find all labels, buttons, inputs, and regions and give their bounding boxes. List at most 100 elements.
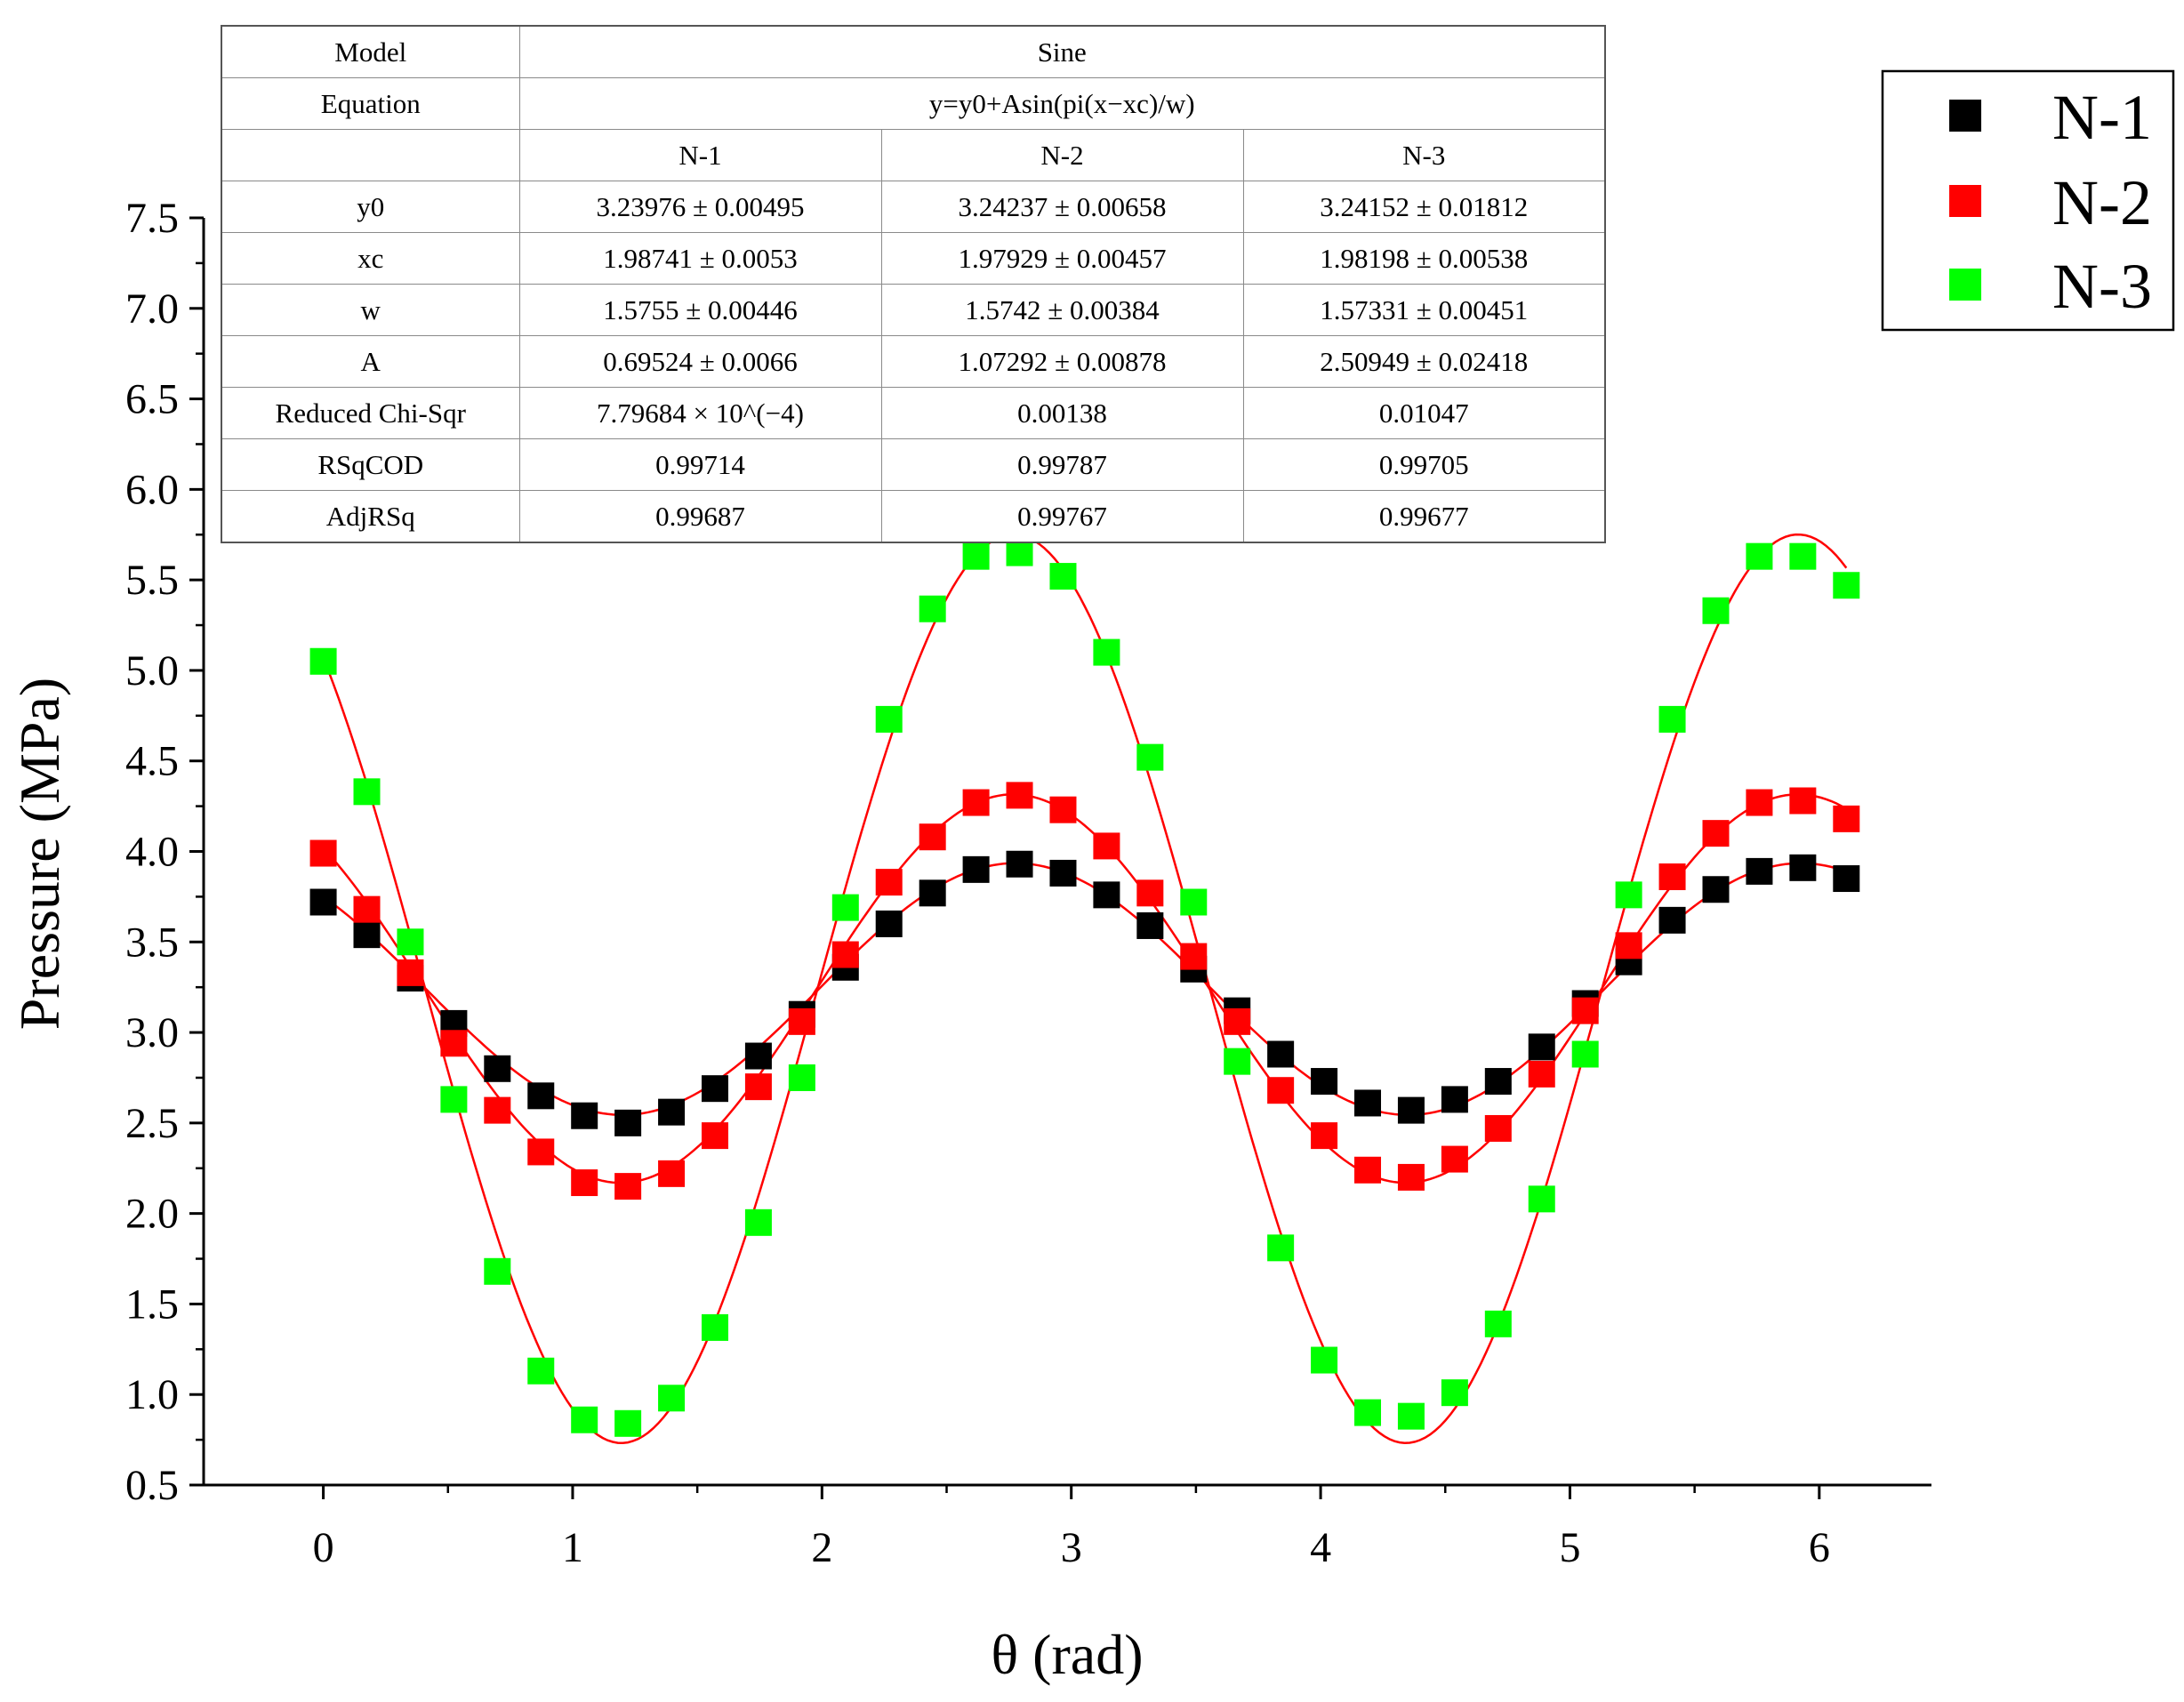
data-point-n-2 bbox=[1006, 782, 1033, 809]
fit-curves bbox=[322, 533, 1848, 1444]
table-cell: 3.23976 ± 0.00495 bbox=[518, 181, 882, 233]
data-point-n-2 bbox=[527, 1138, 555, 1166]
y-tick-label: 7.0 bbox=[125, 285, 179, 333]
data-point-n-3 bbox=[1006, 539, 1033, 566]
data-point-n-2 bbox=[1354, 1156, 1382, 1184]
data-point-n-2 bbox=[484, 1096, 511, 1124]
data-point-n-2 bbox=[353, 895, 381, 923]
fit-curve-n-3 bbox=[322, 533, 1848, 1444]
legend-label-n1: N-1 bbox=[2052, 82, 2152, 153]
data-point-n-1 bbox=[1528, 1033, 1555, 1061]
data-point-n-2 bbox=[1484, 1114, 1512, 1142]
table-row-label: Model bbox=[221, 25, 520, 78]
data-point-n-2 bbox=[1571, 997, 1599, 1024]
data-point-n-3 bbox=[1136, 743, 1164, 771]
table-row-label: y0 bbox=[221, 181, 520, 233]
data-point-n-1 bbox=[919, 879, 946, 907]
y-tick-label: 2.5 bbox=[125, 1100, 179, 1147]
y-tick-label: 6.5 bbox=[125, 376, 179, 423]
table-row-label: Reduced Chi-Sqr bbox=[221, 387, 520, 439]
data-point-n-1 bbox=[614, 1109, 642, 1136]
fit-curve-n-2 bbox=[322, 793, 1847, 1184]
data-point-n-3 bbox=[440, 1086, 468, 1113]
data-point-n-1 bbox=[701, 1075, 728, 1103]
table-cell: 1.07292 ± 0.00878 bbox=[880, 335, 1244, 388]
data-point-n-3 bbox=[1746, 542, 1773, 570]
data-point-n-3 bbox=[1484, 1310, 1512, 1337]
data-point-n-2 bbox=[919, 823, 946, 851]
table-cell: 1.98198 ± 0.00538 bbox=[1242, 232, 1606, 285]
data-point-n-2 bbox=[788, 1008, 815, 1035]
table-cell: N-2 bbox=[880, 129, 1244, 181]
data-point-n-2 bbox=[658, 1160, 686, 1187]
data-point-n-2 bbox=[1224, 1008, 1251, 1035]
y-tick-label: 1.0 bbox=[125, 1371, 179, 1418]
data-point-n-3 bbox=[1311, 1346, 1338, 1374]
x-tick-label: 5 bbox=[1559, 1524, 1580, 1571]
data-point-n-2 bbox=[1049, 796, 1077, 823]
data-point-n-1 bbox=[962, 855, 990, 883]
data-point-n-1 bbox=[1441, 1086, 1468, 1113]
data-point-n-3 bbox=[1658, 705, 1686, 733]
data-point-n-3 bbox=[1789, 542, 1817, 570]
data-point-n-3 bbox=[527, 1357, 555, 1385]
data-point-n-1 bbox=[1746, 857, 1773, 885]
data-point-n-2 bbox=[1615, 932, 1642, 959]
y-tick-label: 2.0 bbox=[125, 1191, 179, 1238]
table-cell: 1.57331 ± 0.00451 bbox=[1242, 284, 1606, 336]
data-point-n-1 bbox=[1136, 911, 1164, 939]
data-point-n-3 bbox=[309, 647, 337, 675]
table-span-cell: Sine bbox=[518, 25, 1606, 78]
legend-frame bbox=[1881, 69, 2175, 332]
data-point-n-1 bbox=[1702, 876, 1730, 903]
y-tick-label: 3.5 bbox=[125, 919, 179, 966]
data-point-n-2 bbox=[875, 869, 903, 896]
table-cell: 1.5755 ± 0.00446 bbox=[518, 284, 882, 336]
data-point-n-2 bbox=[309, 839, 337, 867]
table-row-label: w bbox=[221, 284, 520, 336]
table-cell: 0.99677 bbox=[1242, 490, 1606, 543]
table-cell: 0.99687 bbox=[518, 490, 882, 543]
data-point-n-3 bbox=[875, 705, 903, 733]
data-point-n-1 bbox=[1354, 1089, 1382, 1117]
table-row: N-1 N-2 N-3 bbox=[221, 129, 1606, 181]
data-point-n-3 bbox=[744, 1208, 772, 1236]
x-tick-label: 4 bbox=[1310, 1524, 1331, 1571]
table-cell: 0.69524 ± 0.0066 bbox=[518, 335, 882, 388]
data-point-n-1 bbox=[658, 1098, 686, 1126]
data-point-n-1 bbox=[484, 1055, 511, 1082]
data-point-n-1 bbox=[1789, 854, 1817, 881]
table-cell: 2.50949 ± 0.02418 bbox=[1242, 335, 1606, 388]
y-tick-label: 1.5 bbox=[125, 1281, 179, 1328]
table-cell: 1.5742 ± 0.00384 bbox=[880, 284, 1244, 336]
table-cell: 1.98741 ± 0.0053 bbox=[518, 232, 882, 285]
data-point-n-3 bbox=[701, 1313, 728, 1341]
table-row: AdjRSq 0.99687 0.99767 0.99677 bbox=[221, 490, 1606, 543]
table-cell: 0.99767 bbox=[880, 490, 1244, 543]
data-point-n-1 bbox=[1397, 1096, 1425, 1124]
table-cell: 0.99714 bbox=[518, 438, 882, 491]
data-point-n-1 bbox=[875, 910, 903, 937]
data-point-n-3 bbox=[614, 1409, 642, 1437]
x-tick-label: 6 bbox=[1809, 1524, 1830, 1571]
y-tick-label: 4.0 bbox=[125, 829, 179, 876]
data-point-n-3 bbox=[658, 1385, 686, 1412]
table-cell: 3.24152 ± 0.01812 bbox=[1242, 181, 1606, 233]
table-span-cell: y=y0+Asin(pi(x−xc)/w) bbox=[518, 77, 1606, 130]
data-point-n-1 bbox=[1093, 881, 1120, 909]
y-tick-label: 7.5 bbox=[125, 195, 179, 242]
table-row-label: RSqCOD bbox=[221, 438, 520, 491]
y-tick-label: 6.0 bbox=[125, 466, 179, 513]
y-tick-label: 5.5 bbox=[125, 557, 179, 604]
x-tick-label: 0 bbox=[313, 1524, 334, 1571]
data-point-n-2 bbox=[1441, 1145, 1468, 1173]
data-point-n-3 bbox=[1224, 1048, 1251, 1075]
legend-label-n2: N-2 bbox=[2052, 167, 2152, 238]
data-markers bbox=[309, 539, 1860, 1437]
data-point-n-1 bbox=[1006, 850, 1033, 878]
data-point-n-3 bbox=[1441, 1379, 1468, 1407]
data-point-n-3 bbox=[353, 778, 381, 806]
data-point-n-2 bbox=[614, 1173, 642, 1200]
legend-marker-n1 bbox=[1949, 100, 1981, 132]
